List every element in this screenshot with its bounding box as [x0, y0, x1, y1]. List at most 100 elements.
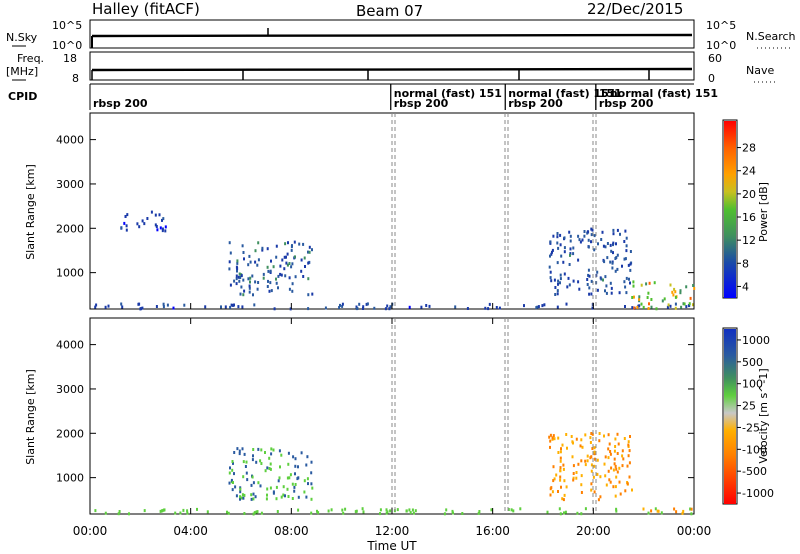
data-cell: [622, 457, 625, 461]
data-cell: [307, 293, 310, 297]
data-cell: [232, 461, 234, 465]
data-cell: [161, 509, 164, 513]
data-cell: [238, 452, 241, 456]
data-cell: [451, 509, 454, 513]
cpid-segment-label: rbsp 200: [599, 97, 654, 110]
data-cell: [632, 280, 635, 284]
data-cell: [638, 297, 641, 301]
freq-label-2: [MHz]: [6, 65, 38, 78]
data-cell: [257, 258, 260, 262]
data-cell: [310, 471, 313, 475]
data-cell: [365, 302, 368, 306]
data-cell: [344, 507, 347, 511]
data-cell: [182, 508, 185, 512]
data-cell: [551, 248, 554, 252]
data-cell: [593, 452, 596, 456]
data-cell: [287, 495, 290, 498]
data-cell: [385, 511, 388, 515]
data-cell: [358, 302, 361, 306]
colorbar-tick-label: 8: [742, 257, 749, 270]
y-tick-label: 3000: [56, 383, 84, 396]
data-cell: [302, 242, 305, 246]
data-cell: [330, 508, 333, 512]
data-cell: [247, 263, 250, 267]
data-cell: [161, 227, 164, 231]
freq-label-1: Freq.: [17, 52, 44, 65]
data-cell: [94, 305, 97, 309]
data-cell: [237, 275, 240, 279]
data-cell: [293, 240, 296, 244]
data-cell: [590, 279, 593, 283]
data-cell: [692, 284, 695, 287]
data-cell: [286, 487, 289, 491]
data-cell: [690, 512, 693, 516]
data-cell: [597, 242, 599, 246]
data-cell: [466, 307, 469, 310]
data-cell: [316, 509, 318, 513]
y-tick-label: 4000: [56, 339, 84, 352]
data-cell: [266, 487, 269, 491]
x-axis-label: Time UT: [366, 539, 417, 553]
data-cell: [290, 265, 293, 269]
data-cell: [648, 302, 650, 306]
data-cell: [478, 510, 481, 513]
data-cell: [104, 305, 107, 309]
data-cell: [269, 462, 272, 466]
beam-title: Beam 07: [356, 2, 423, 20]
data-cell: [638, 304, 641, 308]
data-cell: [590, 482, 593, 486]
data-cell: [233, 451, 236, 454]
data-cell: [565, 302, 568, 306]
power-y-axis-label: Slant Range [km]: [24, 164, 37, 260]
data-cell: [597, 498, 600, 502]
data-cell: [667, 303, 670, 307]
data-cell: [228, 471, 231, 475]
data-cell: [627, 263, 630, 267]
data-cell: [563, 479, 566, 483]
data-cell: [568, 283, 571, 287]
data-cell: [629, 435, 631, 438]
data-cell: [581, 238, 584, 242]
data-cell: [610, 466, 613, 470]
data-cell: [559, 456, 562, 460]
data-cell: [291, 282, 294, 286]
data-cell: [232, 481, 234, 484]
data-cell: [572, 252, 575, 256]
y-tick-label: 1000: [56, 267, 84, 280]
data-cell: [239, 276, 242, 279]
data-cell: [592, 475, 595, 479]
y-tick-label: 2000: [56, 222, 84, 235]
data-cell: [563, 511, 565, 515]
data-cell: [577, 462, 580, 466]
data-cell: [563, 236, 566, 240]
data-cell: [589, 436, 592, 440]
data-cell: [679, 291, 682, 295]
data-cell: [300, 269, 303, 273]
data-cell: [355, 509, 358, 513]
data-cell: [241, 447, 244, 451]
data-cell: [593, 446, 596, 450]
data-cell: [559, 466, 562, 470]
data-cell: [619, 492, 622, 496]
data-cell: [615, 507, 618, 511]
data-cell: [143, 509, 146, 513]
data-cell: [602, 278, 604, 282]
data-cell: [572, 279, 575, 283]
colorbar-tick-label: 1000: [742, 334, 770, 347]
data-cell: [123, 221, 126, 225]
data-cell: [601, 230, 604, 234]
data-cell: [126, 213, 129, 217]
data-cell: [414, 509, 417, 513]
data-cell: [248, 284, 251, 288]
data-cell: [228, 260, 231, 264]
data-cell: [593, 450, 596, 454]
data-cell: [682, 509, 685, 513]
data-cell: [293, 255, 296, 259]
data-cell: [307, 482, 309, 486]
data-cell: [556, 261, 559, 265]
data-cell: [361, 507, 364, 511]
data-cell: [411, 508, 414, 512]
colorbar-tick-label: -25: [742, 421, 760, 434]
power-y-ticks: 1000 2000 3000 4000: [56, 134, 694, 280]
